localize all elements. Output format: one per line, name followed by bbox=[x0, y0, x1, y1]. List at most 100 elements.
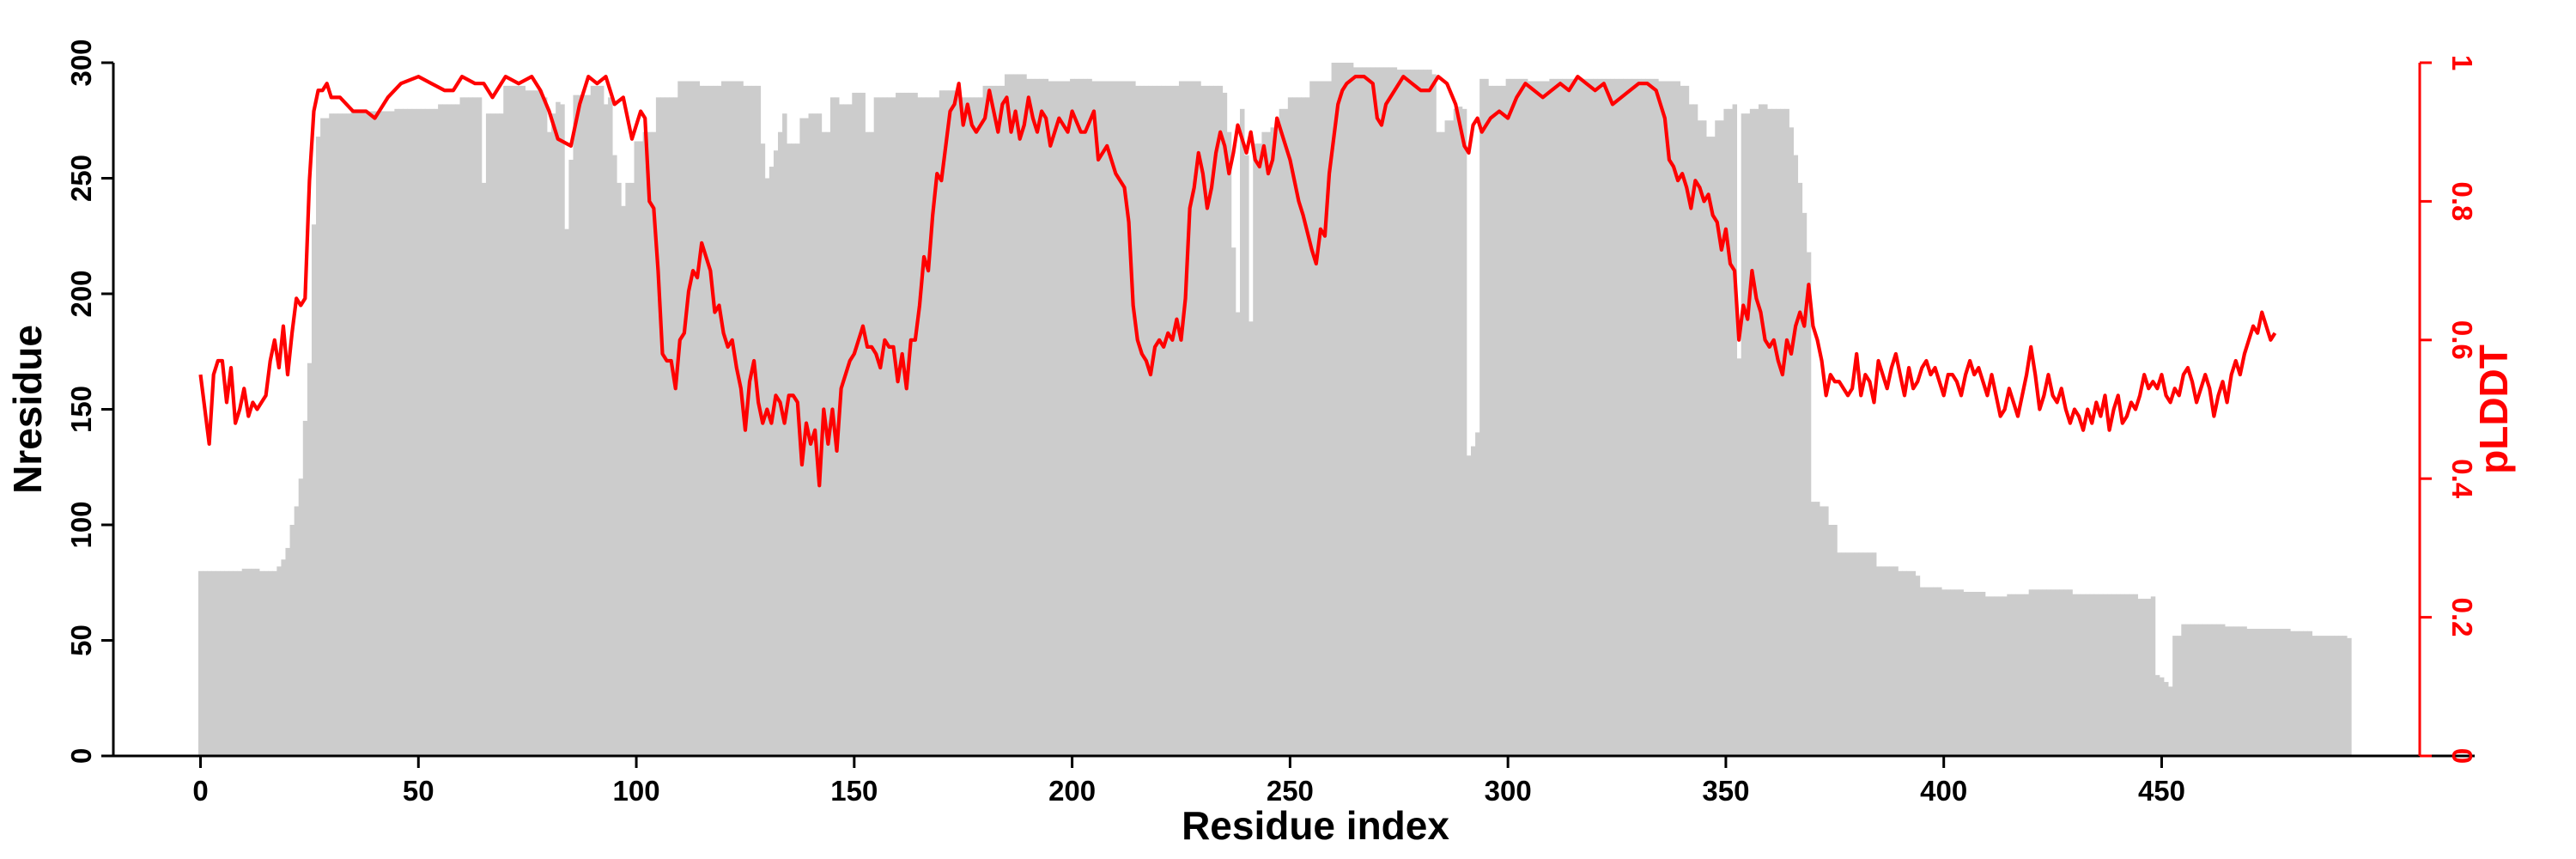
nresidue-bar bbox=[1340, 63, 1346, 756]
nresidue-bar bbox=[817, 113, 823, 756]
nresidue-bar bbox=[1352, 67, 1358, 756]
nresidue-bar bbox=[1789, 127, 1794, 756]
nresidue-bar bbox=[926, 97, 932, 757]
nresidue-bar bbox=[1279, 108, 1285, 757]
nresidue-bar bbox=[2307, 631, 2312, 756]
nresidue-bar bbox=[381, 111, 386, 757]
nresidue-bar bbox=[573, 94, 578, 756]
nresidue-bar bbox=[1287, 97, 1293, 757]
nresidue-bar bbox=[529, 90, 535, 756]
nresidue-bar bbox=[1889, 566, 1894, 756]
nresidue-bar bbox=[2242, 626, 2247, 756]
nresidue-bar bbox=[1597, 78, 1602, 756]
nresidue-bar bbox=[848, 104, 853, 757]
nresidue-bar bbox=[377, 111, 382, 757]
plddt-line bbox=[198, 75, 2277, 488]
nresidue-bar bbox=[921, 97, 927, 757]
y-right-tick-label: 0.8 bbox=[2446, 181, 2478, 221]
nresidue-bar bbox=[490, 113, 495, 756]
nresidue-bar bbox=[2120, 594, 2125, 756]
nresidue-bar bbox=[2290, 631, 2295, 756]
nresidue-bar bbox=[2089, 594, 2095, 756]
nresidue-bar bbox=[1549, 78, 1554, 756]
nresidue-bar bbox=[1562, 78, 1568, 756]
nresidue-bar bbox=[538, 90, 544, 756]
nresidue-bar bbox=[638, 141, 644, 756]
nresidue-bar bbox=[699, 85, 705, 756]
nresidue-bar bbox=[900, 92, 905, 757]
nresidue-bar bbox=[1305, 97, 1310, 757]
nresidue-bar bbox=[1274, 127, 1280, 756]
y-right-tick-label: 0.6 bbox=[2446, 320, 2478, 360]
nresidue-bar bbox=[464, 97, 470, 757]
nresidue-bar bbox=[472, 97, 478, 757]
nresidue-bar bbox=[1471, 446, 1476, 756]
nresidue-bar bbox=[1436, 131, 1441, 756]
nresidue-bar bbox=[974, 97, 979, 757]
nresidue-bar bbox=[285, 547, 290, 756]
nresidue-bar bbox=[2172, 636, 2178, 756]
nresidue-bar bbox=[1484, 78, 1489, 756]
nresidue-bar bbox=[1589, 78, 1594, 756]
nresidue-bar bbox=[2007, 594, 2012, 756]
nresidue-bar bbox=[1396, 70, 1402, 756]
nresidue-bar bbox=[1335, 63, 1341, 756]
nresidue-bar bbox=[424, 108, 430, 757]
nresidue-bar bbox=[947, 90, 953, 756]
nresidue-bar bbox=[2347, 637, 2352, 756]
nresidue-bar bbox=[337, 113, 343, 756]
nresidue-bar bbox=[1593, 78, 1598, 756]
nresidue-bar bbox=[1649, 78, 1655, 756]
nresidue-bar bbox=[1719, 120, 1724, 756]
nresidue-bar bbox=[1375, 67, 1380, 756]
nresidue-bar bbox=[2050, 589, 2056, 756]
nresidue-bar bbox=[1837, 552, 1842, 756]
nresidue-bar bbox=[1161, 85, 1167, 756]
x-tick-label: 50 bbox=[403, 775, 434, 807]
nresidue-bar bbox=[708, 85, 714, 756]
nresidue-bar bbox=[991, 85, 997, 756]
nresidue-bar bbox=[1117, 81, 1123, 756]
nresidue-bar bbox=[890, 97, 896, 757]
nresidue-bar bbox=[307, 362, 313, 756]
nresidue-bar bbox=[359, 111, 365, 757]
x-axis-title: Residue index bbox=[1182, 803, 1449, 848]
nresidue-bar bbox=[294, 506, 300, 756]
nresidue-bar bbox=[734, 81, 739, 756]
nresidue-bar bbox=[342, 113, 347, 756]
nresidue-bar bbox=[1423, 70, 1428, 756]
nresidue-bar bbox=[1492, 85, 1498, 756]
nresidue-bar bbox=[1793, 155, 1799, 757]
nresidue-bar bbox=[2150, 596, 2156, 756]
nresidue-bar bbox=[1183, 81, 1188, 756]
nresidue-bar bbox=[1331, 63, 1337, 756]
nresidue-bar bbox=[1623, 78, 1629, 756]
nresidue-bar bbox=[1174, 85, 1180, 756]
nresidue-bar bbox=[1527, 81, 1533, 756]
nresidue-bar bbox=[1911, 570, 1917, 756]
nresidue-bar bbox=[647, 131, 653, 756]
nresidue-bar bbox=[355, 111, 361, 757]
nresidue-bar bbox=[1409, 70, 1415, 756]
nresidue-bar bbox=[1100, 81, 1106, 756]
nresidue-bar bbox=[516, 85, 521, 756]
nresidue-bar bbox=[730, 81, 735, 756]
nresidue-bar bbox=[1933, 587, 1938, 756]
nresidue-bar bbox=[1984, 596, 1990, 756]
nresidue-bar bbox=[773, 150, 779, 757]
nresidue-bar bbox=[1270, 127, 1276, 756]
nresidue-bar bbox=[1575, 78, 1581, 756]
nresidue-bar bbox=[1453, 108, 1459, 757]
nresidue-bar bbox=[1283, 108, 1289, 757]
nresidue-bar bbox=[1950, 589, 1955, 756]
nresidue-bar bbox=[1636, 78, 1642, 756]
nresidue-bar bbox=[216, 570, 221, 756]
nresidue-bar bbox=[1004, 74, 1010, 756]
nresidue-bar bbox=[203, 570, 208, 756]
nresidue-bar bbox=[246, 569, 252, 756]
nresidue-bar bbox=[2032, 589, 2038, 756]
nresidue-bar bbox=[2207, 624, 2213, 756]
nresidue-bar bbox=[1405, 70, 1411, 756]
nresidue-bar bbox=[1096, 81, 1101, 756]
nresidue-bar bbox=[1715, 120, 1720, 756]
